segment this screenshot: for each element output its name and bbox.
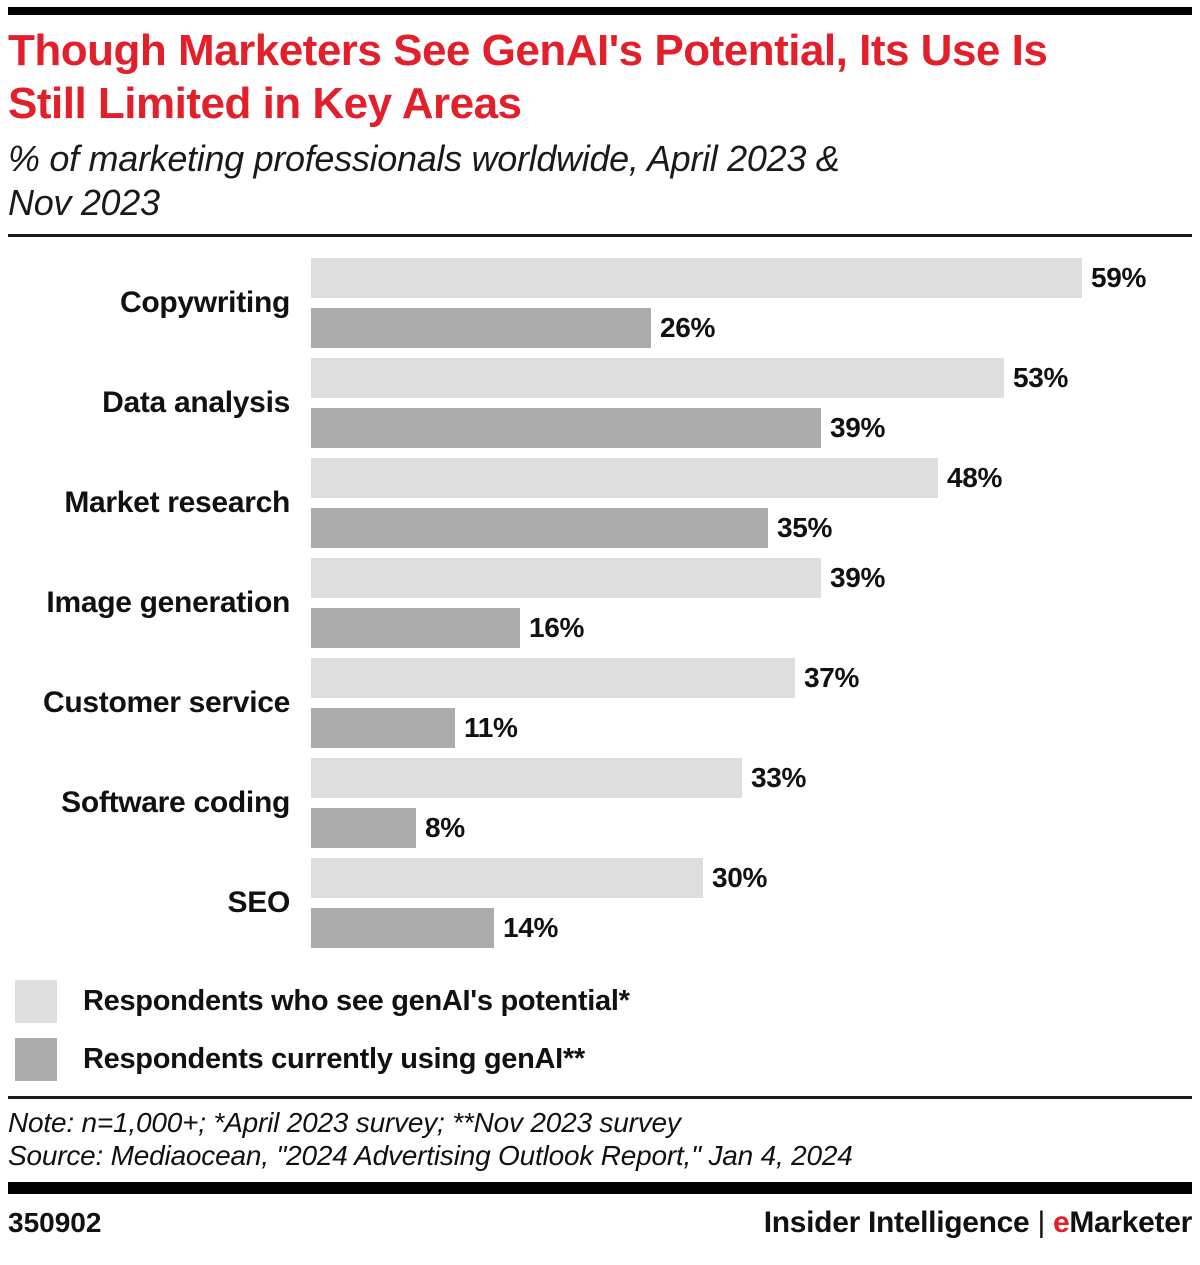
bar-pair: 48% 35% <box>311 458 1192 549</box>
bar-value-label: 14% <box>503 912 559 944</box>
bar-group: SEO 30% 14% <box>8 858 1192 949</box>
bar-row: 37% <box>311 658 1192 699</box>
bar <box>311 458 938 499</box>
bar-row: 48% <box>311 458 1192 499</box>
bar-value-label: 39% <box>830 562 886 594</box>
bar <box>311 408 821 449</box>
note-text: Note: n=1,000+; *April 2023 survey; **No… <box>8 1107 681 1139</box>
legend-swatch-using <box>15 1038 57 1082</box>
bar-pair: 39% 16% <box>311 558 1192 649</box>
bar-group: Image generation 39% 16% <box>8 558 1192 649</box>
category-label: Copywriting <box>119 286 290 320</box>
bar-row: 30% <box>311 858 1192 899</box>
bar <box>311 608 520 649</box>
bar-pair: 30% 14% <box>311 858 1192 949</box>
bar-value-label: 8% <box>425 812 465 844</box>
legend-swatch-potential <box>15 980 57 1024</box>
bar <box>311 708 455 749</box>
bar-pair: 53% 39% <box>311 358 1192 449</box>
bar-group: Customer service 37% 11% <box>8 658 1192 749</box>
bar-value-label: 33% <box>751 762 807 794</box>
footnote-divider <box>8 1096 1192 1100</box>
bar <box>311 808 416 849</box>
bar-row: 39% <box>311 558 1192 599</box>
brand-emarketer-e: e <box>1052 1206 1070 1240</box>
category-label: Image generation <box>46 586 290 620</box>
bar-pair: 37% 11% <box>311 658 1192 749</box>
legend: Respondents who see genAI's potential* R… <box>8 980 1192 1082</box>
category-label: SEO <box>227 886 291 920</box>
bar-value-label: 30% <box>712 862 768 894</box>
bar-value-label: 16% <box>529 612 585 644</box>
bar-row: 53% <box>311 358 1192 399</box>
bar-value-label: 39% <box>830 412 886 444</box>
bar <box>311 858 703 899</box>
legend-label-potential: Respondents who see genAI's potential* <box>83 985 630 1018</box>
bar-value-label: 53% <box>1013 362 1069 394</box>
bar <box>311 558 821 599</box>
brand-lockup: Insider Intelligence | eMarketer <box>763 1206 1193 1240</box>
category-label: Software coding <box>61 786 290 820</box>
bar-row: 39% <box>311 408 1192 449</box>
source-text: Source: Mediaocean, "2024 Advertising Ou… <box>8 1139 853 1171</box>
bar-value-label: 11% <box>464 712 518 744</box>
top-rule <box>8 7 1192 15</box>
category-label: Market research <box>64 486 290 520</box>
chart-id: 350902 <box>8 1207 102 1239</box>
bar-row: 35% <box>311 508 1192 549</box>
header-divider <box>8 234 1192 238</box>
page-subtitle-line-1: % of marketing professionals worldwide, … <box>8 137 840 179</box>
legend-item: Respondents who see genAI's potential* <box>8 980 1192 1024</box>
bar-group: Software coding 33% 8% <box>8 758 1192 849</box>
bar-pair: 33% 8% <box>311 758 1192 849</box>
brand-emarketer-rest: Marketer <box>1069 1206 1192 1240</box>
bar-value-label: 35% <box>777 512 833 544</box>
legend-item: Respondents currently using genAI** <box>8 1038 1192 1082</box>
bar-value-label: 26% <box>660 312 716 344</box>
bar-row: 16% <box>311 608 1192 649</box>
bar-value-label: 59% <box>1091 262 1147 294</box>
category-label: Data analysis <box>102 386 290 420</box>
brand-separator: | <box>1037 1206 1045 1240</box>
page-root: Though Marketers See GenAI's Potential, … <box>8 7 1192 1240</box>
bar-row: 11% <box>311 708 1192 749</box>
bar <box>311 308 651 349</box>
page-subtitle: % of marketing professionals worldwide, … <box>8 137 1192 225</box>
bar-value-label: 48% <box>947 462 1003 494</box>
brand-insider-intelligence: Insider Intelligence <box>763 1206 1030 1240</box>
footer-rule <box>8 1182 1192 1195</box>
bar <box>311 908 494 949</box>
bar <box>311 358 1004 399</box>
bar-row: 33% <box>311 758 1192 799</box>
page-subtitle-line-2: Nov 2023 <box>8 181 160 223</box>
bar-row: 59% <box>311 258 1192 299</box>
bar-value-label: 37% <box>804 662 860 694</box>
footnotes: Note: n=1,000+; *April 2023 survey; **No… <box>8 1107 1192 1172</box>
bar <box>311 758 742 799</box>
bar-row: 8% <box>311 808 1192 849</box>
bar-group: Data analysis 53% 39% <box>8 358 1192 449</box>
bar-group: Market research 48% 35% <box>8 458 1192 549</box>
bar <box>311 508 768 549</box>
page-title: Though Marketers See GenAI's Potential, … <box>8 25 1192 131</box>
legend-label-using: Respondents currently using genAI** <box>83 1043 585 1076</box>
bar-group: Copywriting 59% 26% <box>8 258 1192 349</box>
bar-pair: 59% 26% <box>311 258 1192 349</box>
category-label: Customer service <box>43 686 290 720</box>
page-title-line-1: Though Marketers See GenAI's Potential, … <box>8 26 1048 75</box>
bar <box>311 258 1082 299</box>
bar <box>311 658 795 699</box>
bar-row: 14% <box>311 908 1192 949</box>
bar-row: 26% <box>311 308 1192 349</box>
page-title-line-2: Still Limited in Key Areas <box>8 78 522 128</box>
bar-chart: Copywriting 59% 26% Data analysis 53% 39% Mark… <box>8 258 1192 949</box>
footer: 350902 Insider Intelligence | eMarketer <box>8 1206 1192 1240</box>
